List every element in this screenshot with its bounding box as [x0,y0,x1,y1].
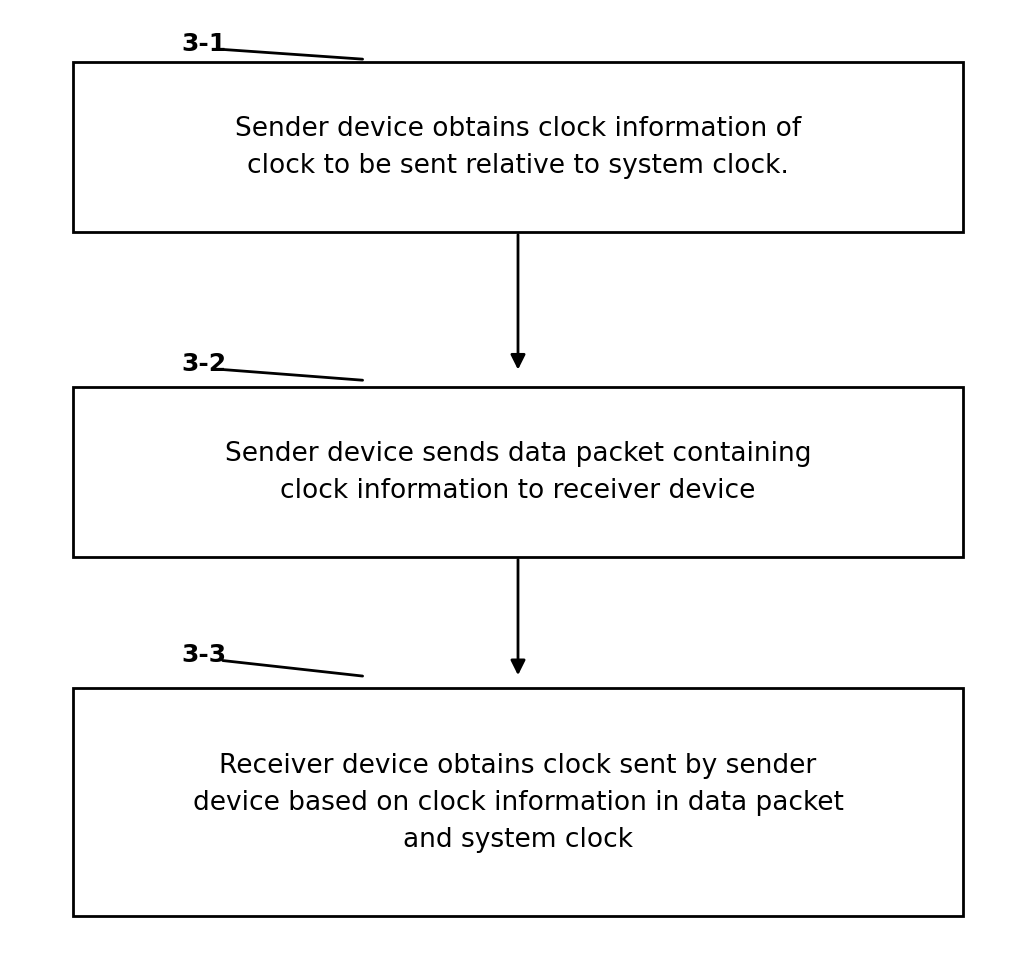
Text: Sender device sends data packet containing
clock information to receiver device: Sender device sends data packet containi… [225,441,811,504]
FancyBboxPatch shape [73,63,963,233]
FancyBboxPatch shape [73,688,963,916]
Text: 3-2: 3-2 [181,352,227,375]
Text: 3-1: 3-1 [181,32,227,55]
Text: Sender device obtains clock information of
clock to be sent relative to system c: Sender device obtains clock information … [235,116,801,179]
Text: Receiver device obtains clock sent by sender
device based on clock information i: Receiver device obtains clock sent by se… [193,752,843,852]
FancyBboxPatch shape [73,388,963,557]
Text: 3-3: 3-3 [181,642,227,666]
